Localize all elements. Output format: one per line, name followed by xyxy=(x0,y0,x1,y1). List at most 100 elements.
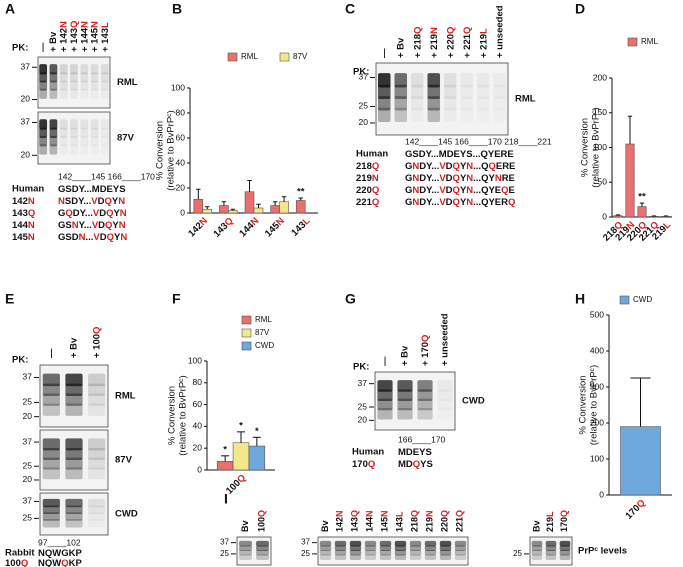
text-part: N xyxy=(118,196,125,207)
blot-band xyxy=(409,540,422,547)
text-part: Q xyxy=(455,510,465,517)
blot-band xyxy=(364,554,377,560)
text-part: + 170 xyxy=(420,342,431,366)
legend-swatch xyxy=(279,52,290,62)
blot-band xyxy=(379,549,392,556)
seq-name: 145N xyxy=(12,232,35,243)
lane-label: + unseeded xyxy=(494,5,505,58)
panel-letter: H xyxy=(575,291,585,307)
legend-label: 87V xyxy=(293,52,308,61)
text-part: N xyxy=(466,185,473,196)
x-tick-label: 142N xyxy=(186,215,210,239)
blot-band xyxy=(59,80,68,91)
blot-band xyxy=(349,545,362,551)
text-part: Q xyxy=(28,208,35,219)
text-part: KP xyxy=(69,558,83,567)
blot-band xyxy=(364,540,377,547)
blot-band xyxy=(70,127,78,138)
blot-band xyxy=(90,72,99,83)
blot-label: RML xyxy=(115,391,136,402)
text-part: N xyxy=(380,510,390,517)
text-part: 143 xyxy=(395,517,405,532)
x-tick-label: 143Q xyxy=(211,215,235,239)
blot-band xyxy=(377,389,393,401)
blot-band xyxy=(49,88,58,99)
text-part: Q xyxy=(412,27,423,34)
blot-band xyxy=(364,545,377,551)
text-part: + 219 xyxy=(478,34,489,58)
text-part: Q xyxy=(453,197,460,208)
x-tick-label: 144N xyxy=(237,215,261,239)
text-part: Q xyxy=(488,161,495,172)
blot-label: 87V xyxy=(115,455,133,466)
bar xyxy=(219,205,229,214)
blot-band xyxy=(239,540,252,547)
mw-marker: 37 xyxy=(21,117,31,127)
text-part: D xyxy=(446,161,453,172)
panel-letter: F xyxy=(172,291,181,307)
blot-band xyxy=(349,540,362,547)
text-part: Y xyxy=(460,197,467,208)
text-part: N xyxy=(119,220,126,231)
lane-label: — xyxy=(380,356,391,366)
lane-label: — xyxy=(46,348,57,358)
blot-band xyxy=(256,554,269,560)
seq-name: 142N xyxy=(12,196,35,207)
blot-band xyxy=(410,73,424,88)
blot-band xyxy=(349,549,362,556)
blot-band xyxy=(377,107,391,123)
legend-label: RML xyxy=(255,315,272,324)
blot-band xyxy=(42,403,60,416)
bar xyxy=(295,200,306,214)
lane-label: Bv xyxy=(531,520,541,532)
blot-band xyxy=(545,545,557,551)
blot-band xyxy=(443,96,457,111)
panel-letter: B xyxy=(172,1,182,17)
text-part: E xyxy=(509,185,515,196)
blot-band xyxy=(559,540,571,547)
text-part: 143 xyxy=(12,208,28,219)
text-part: G xyxy=(405,197,412,208)
text-part: DY... xyxy=(419,185,439,196)
blot-band xyxy=(70,88,78,99)
text-part: N xyxy=(89,21,100,28)
text-part: V xyxy=(439,173,446,184)
y-tick-label: 500 xyxy=(590,309,604,319)
blot-band xyxy=(49,119,58,130)
lane-label: + 144N xyxy=(79,21,90,52)
lane-label: 142N xyxy=(335,510,345,532)
blot-band xyxy=(49,135,58,147)
lane-label: — xyxy=(379,48,390,58)
seq-residues: MDEYS xyxy=(398,447,432,458)
text-part: N xyxy=(79,232,86,243)
significance: * xyxy=(239,420,243,431)
blot-band xyxy=(59,64,68,75)
lane-label: + 142N xyxy=(58,21,69,52)
blot-band xyxy=(59,127,68,138)
lane-label: 143L xyxy=(395,511,405,532)
pk-label: PK: xyxy=(353,67,369,78)
text-part: 145 xyxy=(12,232,29,243)
blot-band xyxy=(49,144,58,155)
bar xyxy=(202,208,213,214)
text-part: + 142 xyxy=(58,28,69,52)
text-part: Q xyxy=(257,510,267,517)
seq-positions: 142____145 166____170 218____221 xyxy=(405,136,552,146)
blot-band xyxy=(49,64,58,75)
text-part: N xyxy=(412,161,419,172)
text-part: L xyxy=(395,511,405,517)
text-part: 144 xyxy=(365,517,375,532)
lane-label: + 221Q xyxy=(461,27,472,58)
blot-band xyxy=(88,512,106,521)
text-part: Q xyxy=(453,173,460,184)
blot-band xyxy=(394,107,408,123)
text-part: RE xyxy=(502,173,515,184)
text-part: 221 xyxy=(356,197,373,208)
legend-swatch xyxy=(241,315,252,325)
blot-band xyxy=(39,144,48,155)
y-tick-label: 200 xyxy=(593,72,607,82)
blot-band xyxy=(319,554,332,560)
lane-label: + Bv xyxy=(395,37,406,58)
significance: * xyxy=(223,444,227,455)
x-tick-label: 145N xyxy=(263,215,287,239)
